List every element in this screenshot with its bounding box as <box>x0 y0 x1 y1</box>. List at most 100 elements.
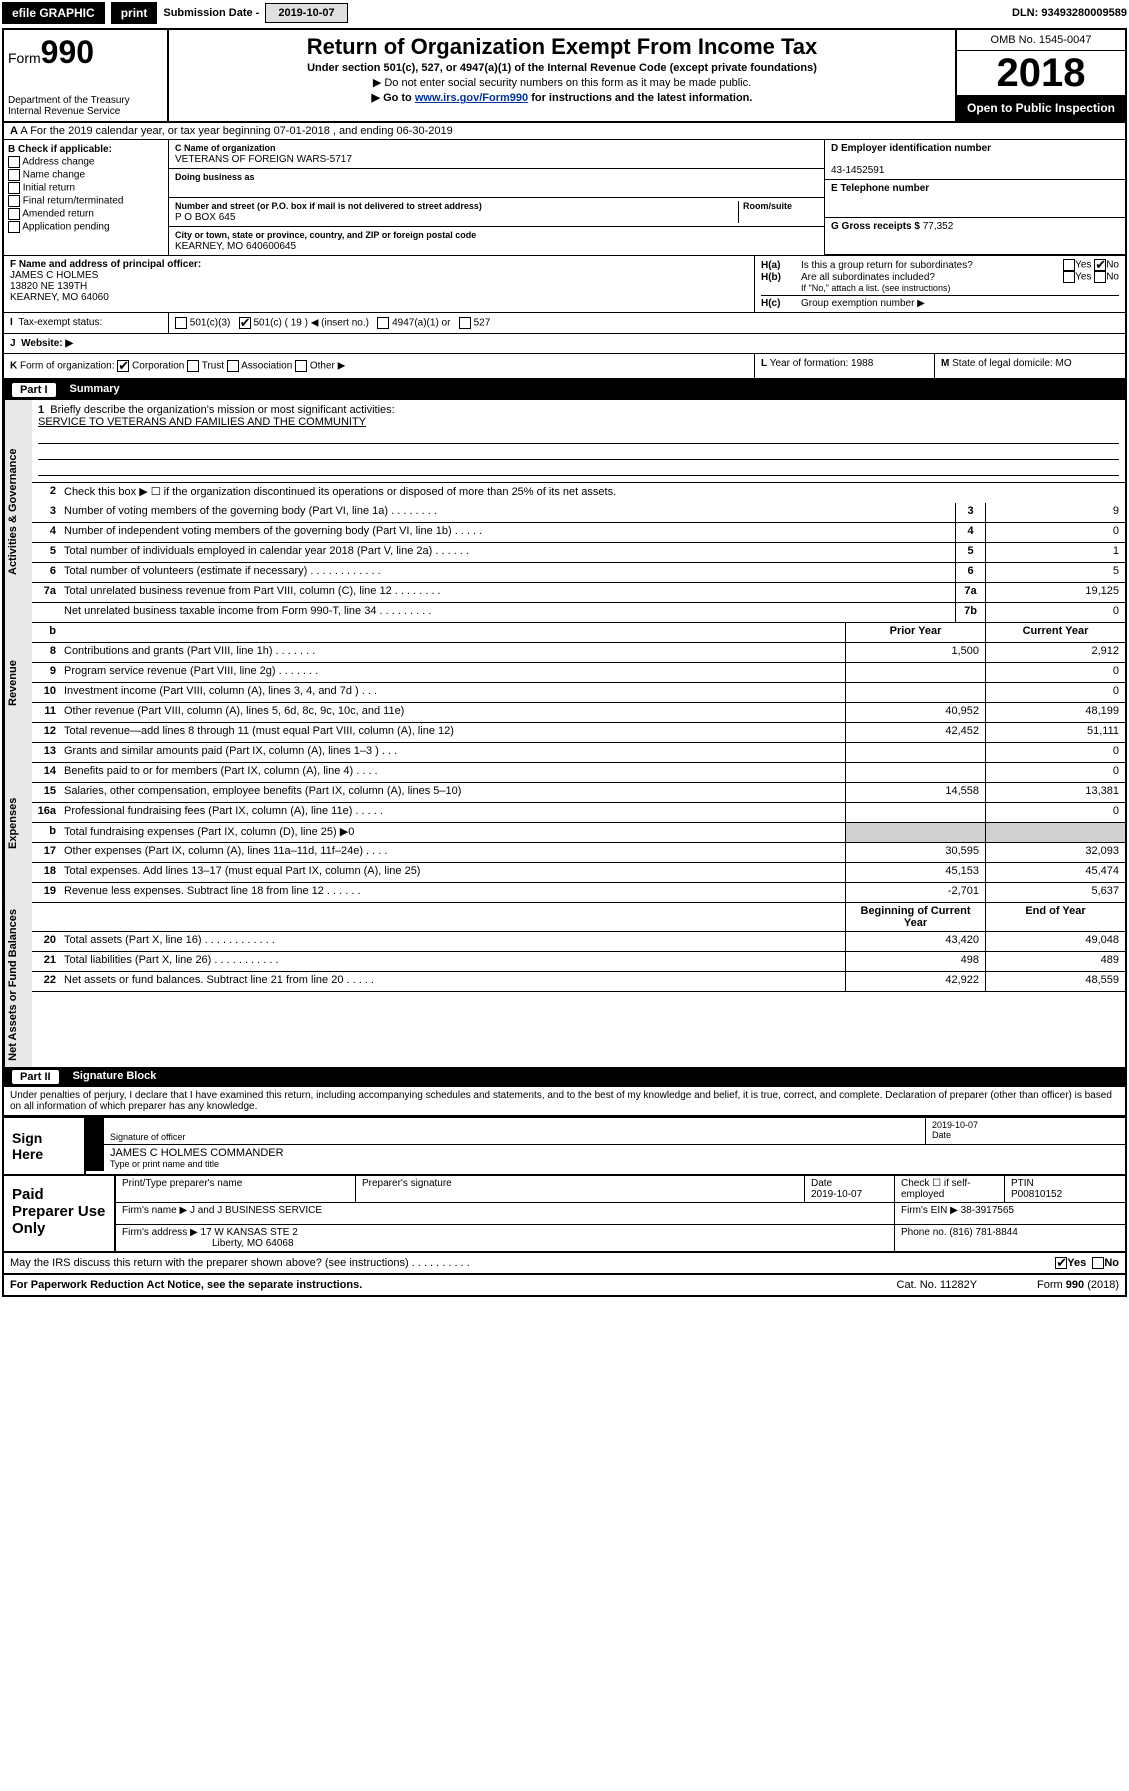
tax-exempt-options: 501(c)(3) 501(c) ( 19 ) ◀ (insert no.) 4… <box>169 313 1125 333</box>
form-subtitle-2: ▶ Do not enter social security numbers o… <box>173 76 951 89</box>
city-label: City or town, state or province, country… <box>175 230 476 240</box>
preparer-name-label: Print/Type preparer's name <box>116 1176 356 1202</box>
other-checkbox[interactable] <box>295 360 307 372</box>
hb-yes-checkbox[interactable] <box>1063 271 1075 283</box>
vtab-netassets: Net Assets or Fund Balances <box>4 903 32 1067</box>
penalties-text: Under penalties of perjury, I declare th… <box>4 1087 1125 1116</box>
table-row: bTotal fundraising expenses (Part IX, co… <box>32 823 1125 843</box>
table-row: 11Other revenue (Part VIII, column (A), … <box>32 703 1125 723</box>
row-l-year: L Year of formation: 1988 <box>755 354 935 378</box>
prior-year-header: Prior Year <box>845 623 985 642</box>
table-row: 6Total number of volunteers (estimate if… <box>32 563 1125 583</box>
form990-document: Form990 Department of the TreasuryIntern… <box>2 28 1127 1297</box>
table-row: 20Total assets (Part X, line 16) . . . .… <box>32 932 1125 952</box>
table-row: 15Salaries, other compensation, employee… <box>32 783 1125 803</box>
ecy-header: End of Year <box>985 903 1125 931</box>
form-subtitle-1: Under section 501(c), 527, or 4947(a)(1)… <box>173 62 951 74</box>
form-header: Form990 Department of the TreasuryIntern… <box>4 30 1125 123</box>
efile-button[interactable]: efile GRAPHIC <box>2 2 105 24</box>
discuss-yes-checkbox[interactable] <box>1055 1257 1067 1269</box>
row-j-website: J Website: ▶ <box>4 334 1125 353</box>
table-row: 22Net assets or fund balances. Subtract … <box>32 972 1125 992</box>
box-f-officer: F Name and address of principal officer:… <box>4 256 755 312</box>
box-b-checkboxes: B Check if applicable: Address change Na… <box>4 140 169 255</box>
room-label: Room/suite <box>743 201 792 211</box>
paid-preparer-section: Paid Preparer Use Only Print/Type prepar… <box>4 1176 1125 1253</box>
table-row: 4Number of independent voting members of… <box>32 523 1125 543</box>
501c3-checkbox[interactable] <box>175 317 187 329</box>
discuss-no-checkbox[interactable] <box>1092 1257 1104 1269</box>
table-row: 19Revenue less expenses. Subtract line 1… <box>32 883 1125 903</box>
boxb-option[interactable]: Address change <box>8 156 164 168</box>
table-row: 5Total number of individuals employed in… <box>32 543 1125 563</box>
form-title: Return of Organization Exempt From Incom… <box>173 34 951 60</box>
ein-label: D Employer identification number <box>831 143 991 154</box>
table-row: 9Program service revenue (Part VIII, lin… <box>32 663 1125 683</box>
vtab-revenue: Revenue <box>4 623 32 743</box>
tax-year: 2018 <box>957 51 1125 95</box>
org-name: VETERANS OF FOREIGN WARS-5717 <box>175 154 352 165</box>
table-row: 12Total revenue—add lines 8 through 11 (… <box>32 723 1125 743</box>
preparer-sig-label: Preparer's signature <box>356 1176 805 1202</box>
table-row: 8Contributions and grants (Part VIII, li… <box>32 643 1125 663</box>
table-row: 13Grants and similar amounts paid (Part … <box>32 743 1125 763</box>
table-row: 21Total liabilities (Part X, line 26) . … <box>32 952 1125 972</box>
table-row: 10Investment income (Part VIII, column (… <box>32 683 1125 703</box>
topbar: efile GRAPHIC print Submission Date - 20… <box>0 0 1129 26</box>
boxb-option[interactable]: Final return/terminated <box>8 195 164 207</box>
trust-checkbox[interactable] <box>187 360 199 372</box>
table-row: 16aProfessional fundraising fees (Part I… <box>32 803 1125 823</box>
form-ref: Form 990 (2018) <box>1037 1279 1119 1291</box>
dba-label: Doing business as <box>175 172 255 182</box>
ha-yes-checkbox[interactable] <box>1063 259 1075 271</box>
box-h-group: H(a) Is this a group return for subordin… <box>755 256 1125 312</box>
boxb-option[interactable]: Initial return <box>8 182 164 194</box>
sig-arrow-icon <box>86 1118 104 1144</box>
dln: DLN: 93493280009589 <box>1012 7 1127 19</box>
sig-name-value: JAMES C HOLMES COMMANDER <box>110 1147 1119 1159</box>
firm-name: Firm's name ▶ J and J BUSINESS SERVICE <box>116 1203 895 1224</box>
sig-date-label: Date <box>932 1130 1119 1140</box>
ptin: PTINP00810152 <box>1005 1176 1125 1202</box>
table-row: 18Total expenses. Add lines 13–17 (must … <box>32 863 1125 883</box>
irs-link[interactable]: www.irs.gov/Form990 <box>415 92 528 104</box>
4947-checkbox[interactable] <box>377 317 389 329</box>
gross-receipts-value: 77,352 <box>923 221 954 232</box>
hb-no-checkbox[interactable] <box>1094 271 1106 283</box>
assoc-checkbox[interactable] <box>227 360 239 372</box>
vtab-expenses: Expenses <box>4 743 32 903</box>
discuss-row: May the IRS discuss this return with the… <box>4 1253 1125 1275</box>
boxb-option[interactable]: Amended return <box>8 208 164 220</box>
row-k-form-org: K Form of organization: Corporation Trus… <box>4 354 755 378</box>
corp-checkbox[interactable] <box>117 360 129 372</box>
part1-header: Part I Summary <box>4 380 1125 400</box>
table-row: 14Benefits paid to or for members (Part … <box>32 763 1125 783</box>
501c-checkbox[interactable] <box>239 317 251 329</box>
addr-label: Number and street (or P.O. box if mail i… <box>175 201 482 211</box>
submission-label: Submission Date - <box>163 7 259 19</box>
table-row: 3Number of voting members of the governi… <box>32 503 1125 523</box>
preparer-date: Date2019-10-07 <box>805 1176 895 1202</box>
print-button[interactable]: print <box>111 2 158 24</box>
part2-header: Part II Signature Block <box>4 1067 1125 1087</box>
boxb-option[interactable]: Application pending <box>8 221 164 233</box>
sig-name-label: Type or print name and title <box>110 1159 1119 1169</box>
sig-arrow-icon-2 <box>86 1145 104 1171</box>
form-number: Form990 <box>8 34 163 71</box>
ha-no-checkbox[interactable] <box>1094 259 1106 271</box>
firm-address: Firm's address ▶ 17 W KANSAS STE 2Libert… <box>116 1225 895 1251</box>
527-checkbox[interactable] <box>459 317 471 329</box>
table-row: Net unrelated business taxable income fr… <box>32 603 1125 623</box>
ein-value: 43-1452591 <box>831 165 884 176</box>
addr-value: P O BOX 645 <box>175 212 235 223</box>
firm-ein: Firm's EIN ▶ 38-3917565 <box>895 1203 1125 1224</box>
open-public-badge: Open to Public Inspection <box>957 95 1125 121</box>
dept-treasury: Department of the TreasuryInternal Reven… <box>8 95 163 117</box>
city-value: KEARNEY, MO 640600645 <box>175 241 296 252</box>
table-row: 17Other expenses (Part IX, column (A), l… <box>32 843 1125 863</box>
form-subtitle-3: ▶ Go to www.irs.gov/Form990 for instruct… <box>173 91 951 104</box>
current-year-header: Current Year <box>985 623 1125 642</box>
boxb-option[interactable]: Name change <box>8 169 164 181</box>
org-name-label: C Name of organization <box>175 143 276 153</box>
bcy-header: Beginning of Current Year <box>845 903 985 931</box>
